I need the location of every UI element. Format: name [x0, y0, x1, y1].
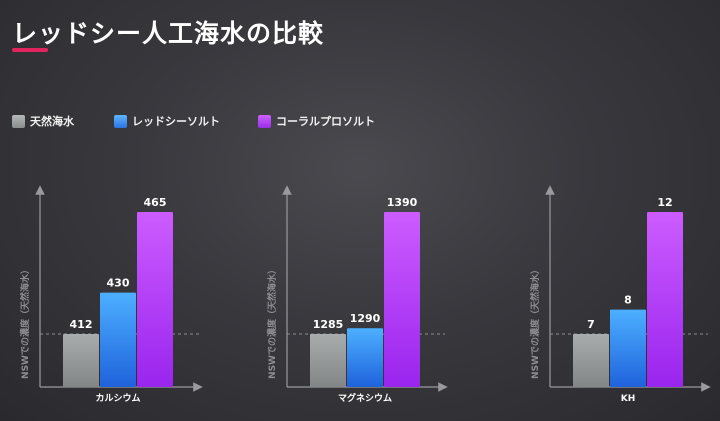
bar-redsea: [347, 328, 383, 387]
page-title: レッドシー人工海水の比較: [12, 19, 325, 48]
y-axis-label: NSWでの濃度（天然海水）: [266, 265, 278, 379]
data-label: 7: [587, 318, 595, 331]
legend-label-natural: 天然海水: [30, 115, 74, 128]
category-label: マグネシウム: [338, 392, 392, 404]
bar-coralpro: [384, 212, 420, 387]
data-label: 465: [144, 196, 167, 209]
data-label: 412: [70, 318, 93, 331]
bar-natural: [63, 334, 99, 387]
data-label: 1285: [313, 318, 344, 331]
y-axis-label: NSWでの濃度（天然海水）: [529, 265, 541, 379]
legend-swatch-redsea: [114, 115, 127, 128]
title-underline: [12, 48, 48, 52]
bar-natural: [573, 334, 609, 387]
legend-swatch-coralpro: [258, 115, 271, 128]
data-label: 12: [657, 196, 672, 209]
data-label: 1390: [387, 196, 418, 209]
bar-redsea: [610, 309, 646, 387]
chart-2: 1285 1290 1390 マグネシウム NSWでの濃度（天然海水）: [266, 185, 448, 404]
bar-coralpro: [647, 212, 683, 387]
legend-swatch-natural: [12, 115, 25, 128]
bar-redsea: [100, 292, 136, 387]
chart-3: 7 8 12 KH NSWでの濃度（天然海水）: [529, 185, 711, 404]
charts-root: 412 430 465 カルシウム NSWでの濃度（天然海水） 1285 1290 1390 マ…: [19, 185, 711, 404]
chart-1: 412 430 465 カルシウム NSWでの濃度（天然海水）: [19, 185, 203, 404]
data-label: 1290: [350, 312, 381, 325]
legend-label-redsea: レッドシーソルト: [132, 115, 220, 128]
category-label: KH: [621, 394, 636, 404]
bar-natural: [310, 334, 346, 387]
data-label: 430: [107, 277, 130, 290]
category-label: カルシウム: [95, 393, 140, 404]
bar-coralpro: [137, 212, 173, 387]
data-label: 8: [624, 294, 632, 307]
legend-label-coralpro: コーラルプロソルト: [276, 115, 375, 128]
y-axis-label: NSWでの濃度（天然海水）: [19, 265, 31, 379]
